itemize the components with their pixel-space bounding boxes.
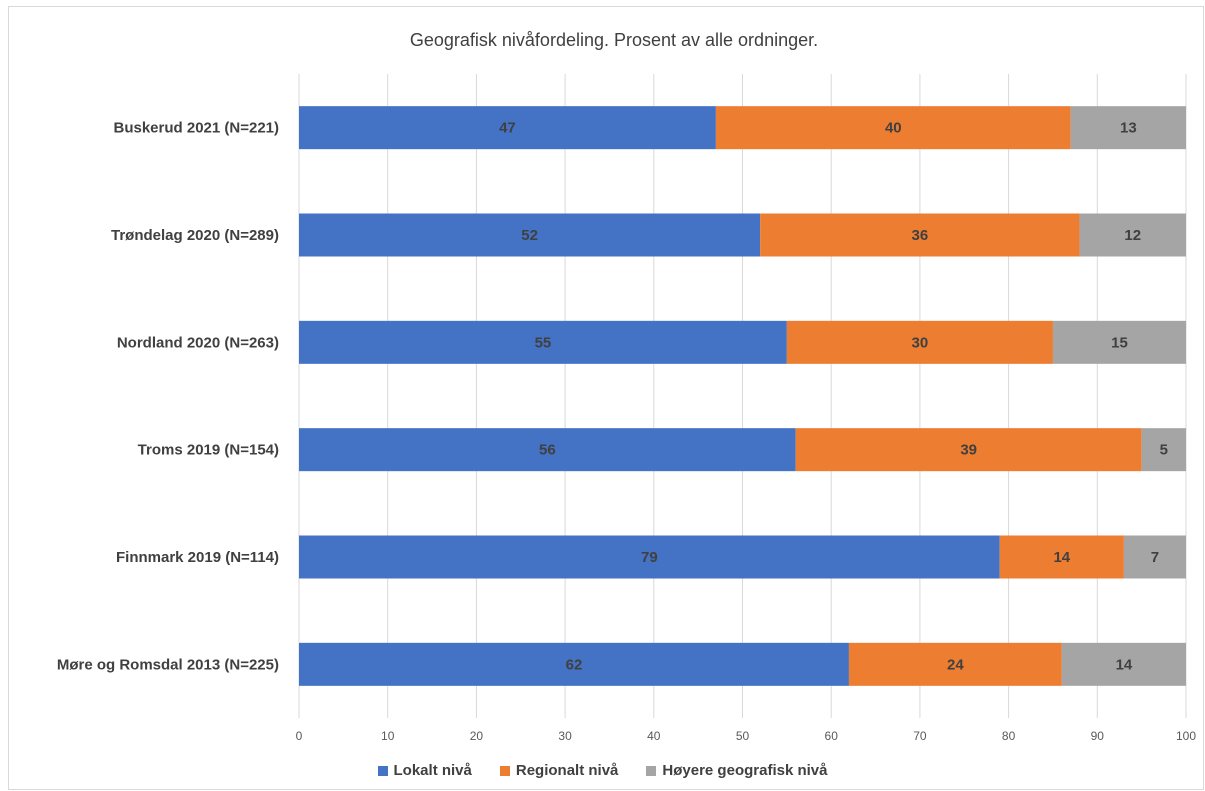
legend-label: Høyere geografisk nivå <box>662 762 828 779</box>
category-label: Buskerud 2021 (N=221) <box>114 120 280 137</box>
category-label: Møre og Romsdal 2013 (N=225) <box>57 656 279 673</box>
data-label: 14 <box>1053 549 1070 566</box>
data-label: 47 <box>499 120 516 137</box>
x-tick-label: 70 <box>913 729 927 743</box>
chart-legend: Lokalt nivå Regionalt nivå Høyere geografi… <box>0 762 1205 779</box>
data-label: 62 <box>566 656 583 673</box>
data-label: 52 <box>521 227 538 244</box>
bar-segment <box>299 535 1000 579</box>
data-label: 12 <box>1124 227 1141 244</box>
bar-segment <box>1052 320 1186 364</box>
bar-segment <box>299 320 787 364</box>
legend-item: Regionalt nivå <box>499 762 619 779</box>
legend-item: Lokalt nivå <box>377 762 472 779</box>
data-label: 15 <box>1111 334 1128 351</box>
bar-segment <box>1141 428 1186 472</box>
data-label: 56 <box>539 442 556 459</box>
legend-swatch <box>646 765 657 776</box>
bar-segment <box>760 213 1080 257</box>
x-tick-label: 20 <box>470 729 484 743</box>
bar-segment <box>1123 535 1186 579</box>
data-label: 79 <box>641 549 658 566</box>
x-tick-label: 60 <box>825 729 839 743</box>
legend-label: Regionalt nivå <box>515 762 619 779</box>
data-label: 30 <box>912 334 929 351</box>
data-label: 55 <box>535 334 552 351</box>
bar-segment <box>786 320 1053 364</box>
bar-segment <box>299 213 761 257</box>
data-label: 39 <box>960 442 977 459</box>
bar-segment <box>715 106 1071 150</box>
x-tick-label: 10 <box>381 729 395 743</box>
legend-label: Lokalt nivå <box>393 762 472 779</box>
category-label: Troms 2019 (N=154) <box>138 442 279 459</box>
chart-title: Geografisk nivåfordeling. Prosent av all… <box>409 30 819 50</box>
data-label: 13 <box>1120 120 1137 137</box>
bar-segment <box>1061 642 1186 686</box>
data-label: 7 <box>1151 549 1159 566</box>
bar-segment <box>299 106 716 150</box>
data-label: 14 <box>1116 656 1133 673</box>
x-tick-label: 30 <box>558 729 572 743</box>
data-label: 24 <box>947 656 964 673</box>
x-tick-label: 40 <box>647 729 661 743</box>
bar-segment <box>848 642 1062 686</box>
x-tick-label: 0 <box>296 729 303 743</box>
bar-segment <box>299 642 849 686</box>
bar-segment <box>795 428 1142 472</box>
x-tick-label: 90 <box>1091 729 1105 743</box>
category-label: Trøndelag 2020 (N=289) <box>111 227 279 244</box>
bar-segment <box>1079 213 1186 257</box>
data-label: 5 <box>1160 442 1168 459</box>
bar-segment <box>999 535 1124 579</box>
bar-segment <box>299 428 796 472</box>
x-tick-label: 50 <box>736 729 750 743</box>
category-label: Nordland 2020 (N=263) <box>117 334 279 351</box>
data-label: 36 <box>912 227 929 244</box>
x-tick-label: 80 <box>1002 729 1016 743</box>
legend-swatch <box>377 765 388 776</box>
category-label: Finnmark 2019 (N=114) <box>116 549 279 566</box>
x-tick-label: 100 <box>1176 729 1196 743</box>
bar-segment <box>1070 106 1186 150</box>
data-label: 40 <box>885 120 902 137</box>
legend-swatch <box>499 765 510 776</box>
legend-item: Høyere geografisk nivå <box>646 762 827 779</box>
